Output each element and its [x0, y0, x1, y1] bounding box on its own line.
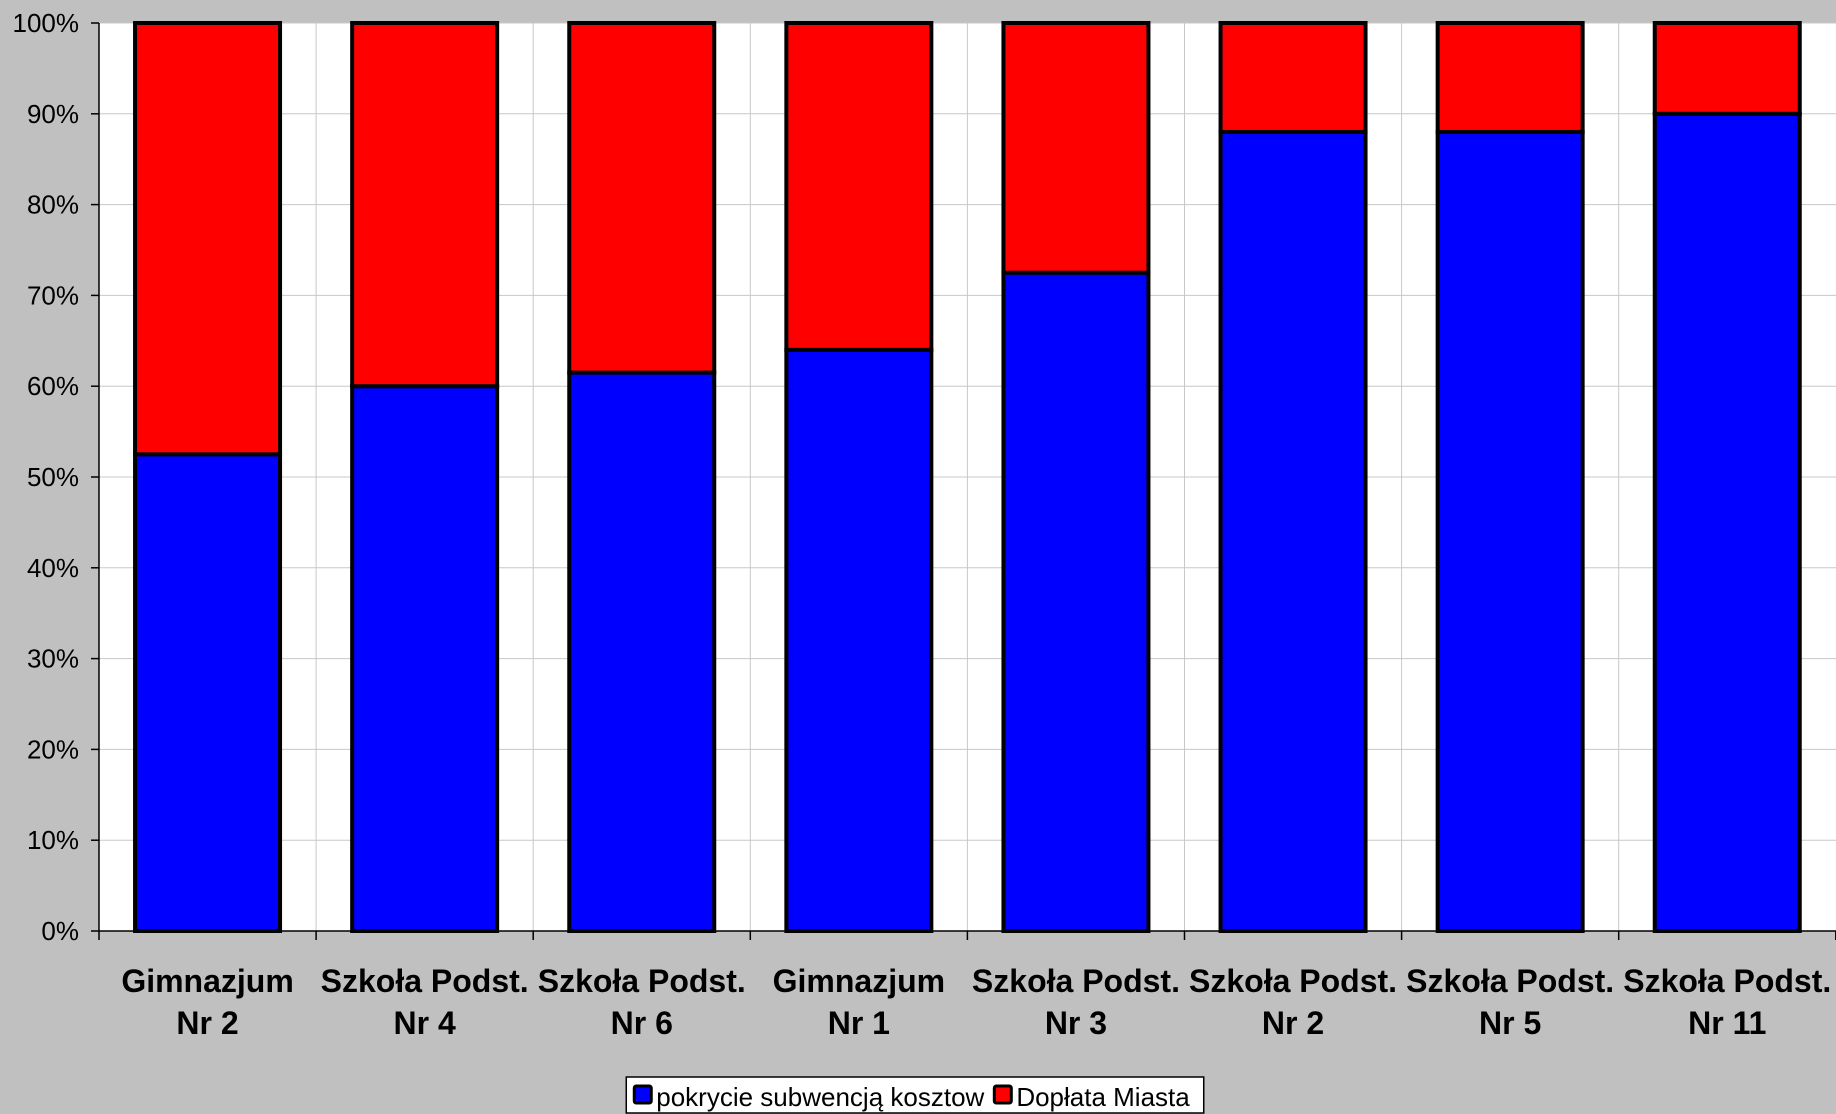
y-tick-label: 40%: [27, 553, 79, 583]
y-tick-label: 90%: [27, 99, 79, 129]
y-tick-label: 80%: [27, 190, 79, 220]
x-category-label: Szkoła Podst. Nr 5: [1406, 963, 1614, 1041]
legend-label: pokrycie subwencją kosztow: [656, 1082, 984, 1112]
bar-segment: [133, 452, 283, 933]
bar-segment: [350, 21, 500, 389]
x-category-label: Szkoła Podst. Nr 6: [538, 963, 746, 1041]
y-tick-label: 0%: [41, 916, 79, 946]
bar-segment: [784, 347, 934, 933]
legend-swatch: [992, 1084, 1013, 1105]
bar-segment: [784, 21, 934, 352]
bar-segment: [1218, 129, 1368, 933]
x-category-label: Szkoła Podst. Nr 2: [1189, 963, 1397, 1041]
bar-segment: [1218, 21, 1368, 134]
legend-box: [625, 1076, 1205, 1114]
bar-segment: [1652, 111, 1802, 934]
y-tick-label: 30%: [27, 644, 79, 674]
legend-swatch: [632, 1084, 653, 1105]
bar-segment: [1435, 21, 1585, 134]
bar-segment: [567, 21, 717, 375]
bar-segment: [567, 370, 717, 933]
bar-segment: [350, 384, 500, 933]
bar-segments: [133, 21, 1802, 934]
y-tick-label: 20%: [27, 734, 79, 764]
bar-segment: [1652, 21, 1802, 116]
bar-segment: [1001, 270, 1151, 933]
y-tick-label: 100%: [13, 8, 80, 38]
y-tick-label: 60%: [27, 371, 79, 401]
bar-segment: [1435, 129, 1585, 933]
axes: [98, 23, 1836, 940]
x-category-label: Gimnazjum Nr 2: [121, 963, 293, 1041]
y-tick-label: 10%: [27, 825, 79, 855]
x-category-label: Gimnazjum Nr 1: [773, 963, 945, 1041]
legend-label: Dopłata Miasta: [1016, 1082, 1190, 1112]
legend: pokrycie subwencją kosztow Dopłata Miasta: [625, 1076, 1205, 1114]
x-category-label: Szkoła Podst. Nr 4: [321, 963, 529, 1041]
bar-segment: [133, 21, 283, 457]
x-category-label: Szkoła Podst. Nr 3: [972, 963, 1180, 1041]
bar-segment: [1001, 21, 1151, 275]
x-category-label: Szkoła Podst. Nr 11: [1623, 963, 1831, 1041]
y-axis-ticks: 0% 10% 20% 30% 40% 50% 60% 70% 80% 90% 100%: [13, 8, 99, 946]
y-tick-label: 50%: [27, 462, 79, 492]
y-tick-label: 70%: [27, 280, 79, 310]
